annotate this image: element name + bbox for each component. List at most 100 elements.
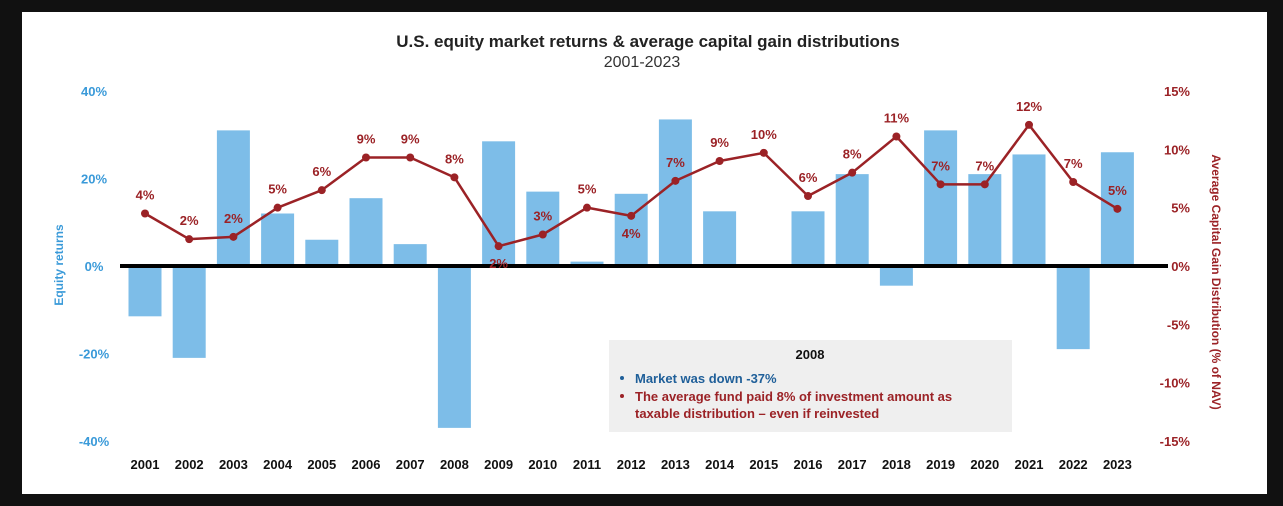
line-point-2019 [936,180,945,189]
y-tick-right: -10% [1160,376,1191,391]
x-tick-2005: 2005 [307,457,336,472]
y-tick-right: -5% [1167,317,1191,332]
line-point-2010 [538,230,547,239]
bar-2017 [835,174,869,266]
bar-2016 [791,211,825,266]
bar-2011 [570,261,604,266]
x-tick-2010: 2010 [528,457,557,472]
y-tick-right: 5% [1171,201,1190,216]
data-label-2002: 2% [180,213,199,228]
data-label-2009: 2% [489,256,508,271]
callout-title: 2008 [796,347,825,362]
x-tick-2015: 2015 [749,457,778,472]
axis-ticks: 2001 2002 2003 2004 2005 2006 2007 2008 2009 2010… [79,84,1191,472]
data-label-2005: 6% [312,164,331,179]
line-point-2015 [759,148,768,157]
line-point-2008 [450,173,459,182]
data-label-2016: 6% [799,170,818,185]
line-point-2011 [583,203,591,212]
line-point-2003 [229,232,238,241]
x-tick-2009: 2009 [484,457,513,472]
data-label-2006: 9% [357,132,376,147]
data-label-2019: 7% [931,158,950,173]
data-label-2013: 7% [666,155,685,170]
data-label-2021: 12% [1016,99,1042,114]
y-tick-right: 10% [1164,142,1190,157]
data-label-2014: 9% [710,135,729,150]
chart-frame: U.S. equity market returns & average cap… [22,12,1267,494]
y-tick-right: 0% [1171,259,1190,274]
bar-2021 [1012,154,1046,266]
data-label-2008: 8% [445,151,464,166]
x-tick-2012: 2012 [617,457,646,472]
bar-2020 [968,174,1002,266]
line-point-2012 [627,211,636,220]
line-point-2001 [141,209,149,218]
data-label-2003: 2% [224,211,243,226]
x-tick-2019: 2019 [926,457,955,472]
line-point-2014 [715,157,724,165]
x-tick-2006: 2006 [352,457,381,472]
line-point-2005 [317,186,326,195]
callout-line-1: Market was down -37% [635,371,777,386]
bar-2001 [128,266,162,317]
line-point-2006 [362,153,370,162]
data-label-2017: 8% [843,147,862,162]
line-point-2009 [494,242,503,251]
data-label-2011: 5% [578,182,597,197]
x-tick-2021: 2021 [1015,457,1044,472]
line-point-2021 [1025,120,1033,129]
x-tick-2018: 2018 [882,457,911,472]
data-label-2012: 4% [622,226,641,241]
x-tick-2020: 2020 [970,457,999,472]
y-axis-label-right: Average Capital Gain Distribution (% of … [1209,154,1223,409]
bar-2006 [349,198,383,266]
chart-subtitle: 2001-2023 [604,54,681,71]
line-point-2016 [804,192,812,200]
data-label-2004: 5% [268,182,287,197]
bar-2019 [924,130,958,266]
line-point-2002 [185,235,194,244]
callout-box [609,340,1012,432]
line-point-2023 [1113,204,1122,213]
bar-2004 [261,213,295,266]
bar-2002 [172,266,206,358]
bar-2008 [437,266,471,428]
line-point-2018 [892,132,901,141]
bar-2022 [1056,266,1090,350]
chart-title: U.S. equity market returns & average cap… [396,32,900,51]
data-label-2023: 5% [1108,183,1127,198]
data-label-2018: 11% [884,111,910,126]
x-tick-2003: 2003 [219,457,248,472]
data-label-2010: 3% [533,209,552,224]
bar-2007 [393,244,427,266]
line-point-2017 [848,168,857,177]
x-tick-2001: 2001 [131,457,160,472]
x-tick-2022: 2022 [1059,457,1088,472]
data-label-2020: 7% [975,158,994,173]
x-tick-2002: 2002 [175,457,204,472]
bar-2003 [216,130,250,266]
callout-line-2: The average fund paid 8% of investment a… [635,389,952,404]
callout-bullet-2 [620,394,624,398]
x-tick-2007: 2007 [396,457,425,472]
y-tick-right: -15% [1160,434,1191,449]
x-tick-2008: 2008 [440,457,469,472]
callout-line-3: taxable distribution – even if reinveste… [635,406,879,421]
data-label-2001: 4% [136,188,155,203]
line-point-2020 [980,180,989,189]
x-tick-2004: 2004 [263,457,293,472]
y-tick-left: 0% [85,259,104,274]
bar-2013 [658,119,692,266]
y-tick-left: 40% [81,84,107,99]
bar-2018 [879,266,913,286]
x-tick-2023: 2023 [1103,457,1132,472]
callout-2008: 2008 Market was down -37% The average fu… [609,340,1012,432]
bar-2014 [703,211,737,266]
line-series: 4% 2% 2% 5% 6% 9% 9% 8% 2% 3% 5% 4% 7% 9% 10% 6% 8% 11% 7%… [136,99,1128,271]
data-label-2022: 7% [1064,156,1083,171]
line-point-2004 [273,203,282,212]
x-tick-2017: 2017 [838,457,867,472]
callout-bullet-1 [620,376,624,380]
y-tick-left: 20% [81,172,107,187]
